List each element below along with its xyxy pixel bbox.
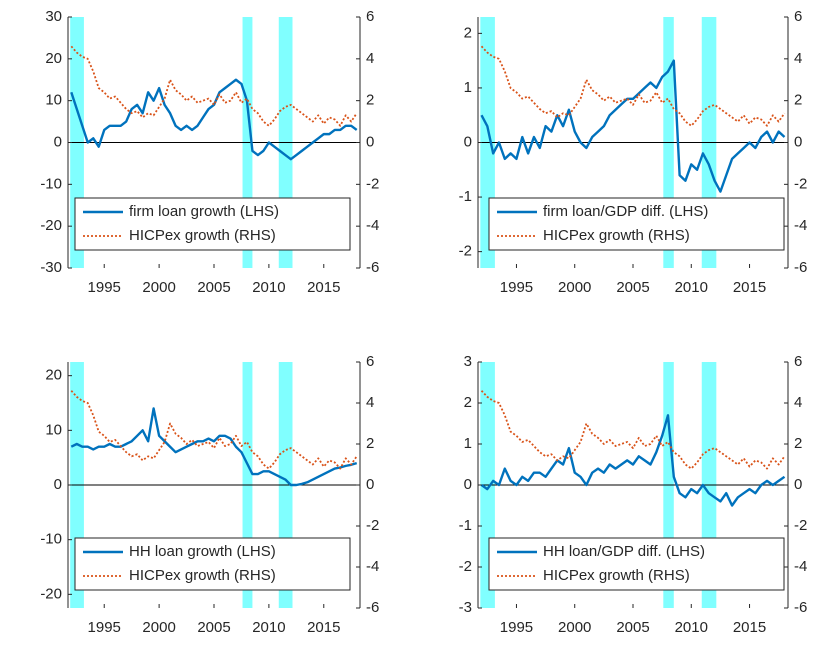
y2-tick-label: 0 <box>794 133 802 150</box>
y2-tick-label: 2 <box>366 92 374 109</box>
x-tick-label: 2005 <box>616 279 649 296</box>
y-tick-label: 10 <box>45 421 62 438</box>
x-tick-label: 2010 <box>675 619 708 636</box>
legend-label: firm loan growth (LHS) <box>129 203 279 220</box>
x-tick-label: 1995 <box>88 619 121 636</box>
y-tick-label: -10 <box>40 531 62 548</box>
y2-tick-label: -4 <box>366 217 379 234</box>
plot-area <box>68 362 360 608</box>
x-tick-label: 2005 <box>197 279 230 296</box>
y2-tick-label: -6 <box>366 259 379 276</box>
legend-label: HICPex growth (RHS) <box>543 227 690 244</box>
y-tick-label: 30 <box>45 8 62 25</box>
y2-tick-label: -6 <box>794 599 807 616</box>
y2-tick-label: 4 <box>366 394 374 411</box>
y2-tick-label: 4 <box>794 50 802 67</box>
y2-tick-label: 6 <box>794 353 802 370</box>
x-tick-label: 2000 <box>142 619 175 636</box>
legend-label: HICPex growth (RHS) <box>543 567 690 584</box>
x-tick-label: 2000 <box>558 279 591 296</box>
y-tick-label: -10 <box>40 175 62 192</box>
y-tick-label: -2 <box>459 558 472 575</box>
y-tick-label: -1 <box>459 188 472 205</box>
y-tick-label: 1 <box>464 79 472 96</box>
series-line <box>480 390 786 470</box>
y-tick-label: -30 <box>40 259 62 276</box>
y2-tick-label: -6 <box>366 599 379 616</box>
y2-tick-label: -2 <box>366 517 379 534</box>
y-tick-label: 2 <box>464 24 472 41</box>
legend-box <box>74 197 351 251</box>
x-tick-label: 2010 <box>675 279 708 296</box>
y-tick-label: 20 <box>45 50 62 67</box>
y-tick-label: 2 <box>464 394 472 411</box>
y-tick-label: 0 <box>54 133 62 150</box>
x-tick-label: 2015 <box>733 279 766 296</box>
legend-box <box>74 537 351 591</box>
y-tick-label: -20 <box>40 585 62 602</box>
y2-tick-label: 4 <box>794 394 802 411</box>
y2-tick-label: -4 <box>794 558 807 575</box>
y-tick-label: -2 <box>459 243 472 260</box>
legend-label: HH loan growth (LHS) <box>129 543 276 560</box>
x-tick-label: 2015 <box>733 619 766 636</box>
series-line <box>70 407 358 487</box>
x-tick-label: 1995 <box>88 279 121 296</box>
y2-tick-label: 6 <box>366 8 374 25</box>
y2-tick-label: 0 <box>794 476 802 493</box>
legend-box <box>488 197 785 251</box>
y-tick-label: 10 <box>45 92 62 109</box>
x-tick-label: 2000 <box>558 619 591 636</box>
legend: firm loan/GDP diff. (LHS) HICPex growth (… <box>488 197 785 251</box>
legend: HH loan/GDP diff. (LHS) HICPex growth (RH… <box>488 537 785 591</box>
y-tick-label: 0 <box>464 476 472 493</box>
legend-label: HICPex growth (RHS) <box>129 567 276 584</box>
y2-tick-label: 6 <box>794 8 802 25</box>
series-line <box>70 390 358 470</box>
y2-tick-label: 2 <box>794 435 802 452</box>
series-line <box>70 45 358 127</box>
y2-tick-label: 4 <box>366 50 374 67</box>
y-tick-label: 0 <box>54 476 62 493</box>
y-tick-label: 20 <box>45 367 62 384</box>
series-line <box>70 78 358 161</box>
y-tick-label: -20 <box>40 217 62 234</box>
y2-tick-label: -2 <box>794 175 807 192</box>
y2-tick-label: -2 <box>366 175 379 192</box>
y2-tick-label: 2 <box>794 92 802 109</box>
x-tick-label: 2005 <box>197 619 230 636</box>
y2-tick-label: -4 <box>366 558 379 575</box>
legend-label: firm loan/GDP diff. (LHS) <box>543 203 708 220</box>
legend-label: HH loan/GDP diff. (LHS) <box>543 543 705 560</box>
legend-label: HICPex growth (RHS) <box>129 227 276 244</box>
x-tick-label: 1995 <box>500 279 533 296</box>
legend-box <box>488 537 785 591</box>
legend: firm loan growth (LHS) HICPex growth (RHS… <box>74 197 351 251</box>
y2-tick-label: 2 <box>366 435 374 452</box>
x-tick-label: 2000 <box>142 279 175 296</box>
x-tick-label: 2015 <box>307 279 340 296</box>
y-tick-label: -3 <box>459 599 472 616</box>
series-line <box>480 59 786 193</box>
x-tick-label: 1995 <box>500 619 533 636</box>
series-line <box>480 414 786 507</box>
y-tick-label: 1 <box>464 435 472 452</box>
y2-tick-label: 0 <box>366 133 374 150</box>
y2-tick-label: 0 <box>366 476 374 493</box>
x-tick-label: 2010 <box>252 619 285 636</box>
x-tick-label: 2015 <box>307 619 340 636</box>
x-tick-label: 2005 <box>616 619 649 636</box>
series-line <box>480 45 786 127</box>
y2-tick-label: 6 <box>366 353 374 370</box>
y2-tick-label: -2 <box>794 517 807 534</box>
legend: HH loan growth (LHS) HICPex growth (RHS) <box>74 537 351 591</box>
y2-tick-label: -6 <box>794 259 807 276</box>
y-tick-label: 0 <box>464 133 472 150</box>
x-tick-label: 2010 <box>252 279 285 296</box>
y2-tick-label: -4 <box>794 217 807 234</box>
y-tick-label: 3 <box>464 353 472 370</box>
y-tick-label: -1 <box>459 517 472 534</box>
